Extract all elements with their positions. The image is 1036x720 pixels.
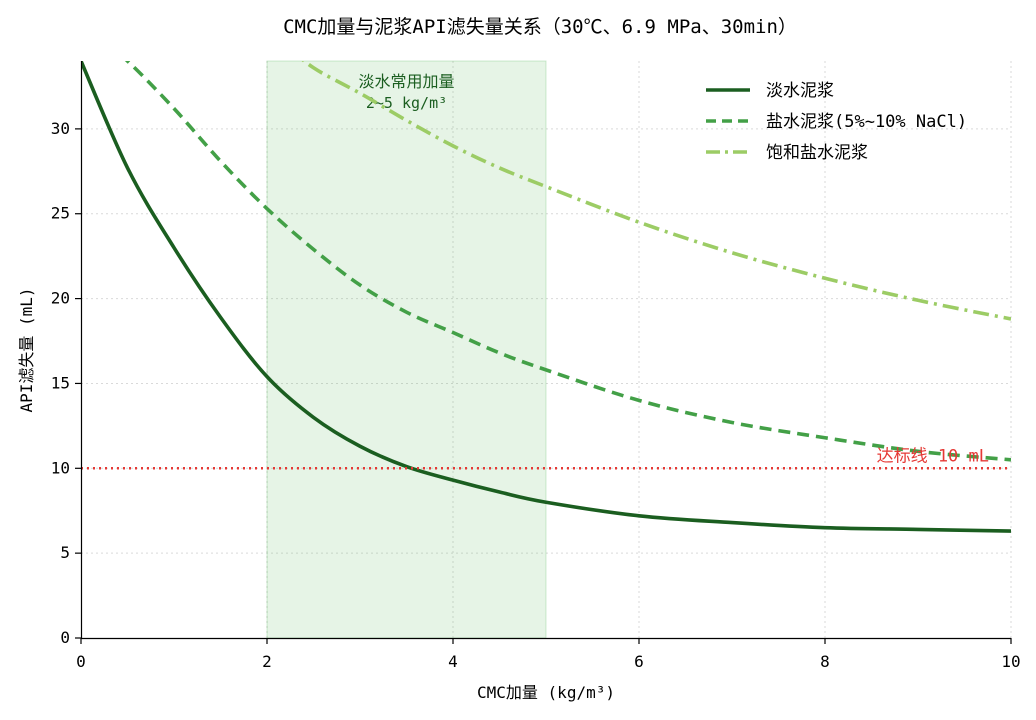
- series-line-2: [124, 61, 1011, 462]
- y-tick-label: 5: [60, 543, 70, 562]
- x-tick-label: 8: [820, 652, 830, 671]
- recommended-range-value: 2~5 kg/m³: [366, 94, 447, 112]
- x-tick-label: 4: [448, 652, 458, 671]
- y-tick-label: 20: [51, 289, 70, 308]
- series-line-3: [301, 61, 1011, 321]
- legend-label-1: 淡水泥浆: [766, 81, 834, 101]
- series-lines: [81, 61, 1011, 533]
- y-axis-label: API滤失量 (mL): [17, 287, 36, 412]
- y-tick-label: 0: [60, 628, 70, 647]
- x-tick-label: 10: [1001, 652, 1020, 671]
- x-tick-label: 6: [634, 652, 644, 671]
- chart-title: CMC加量与泥浆API滤失量关系（30℃、6.9 MPa、30min）: [283, 16, 797, 38]
- legend-label-2: 盐水泥浆(5%~10% NaCl): [766, 112, 967, 132]
- axis-ticks: 0 2 4 6 8 10 0 5 10 15 20 25 30: [51, 119, 1021, 671]
- x-tick-label: 0: [76, 652, 86, 671]
- recommended-range-label: 淡水常用加量: [358, 72, 454, 91]
- legend-label-3: 饱和盐水泥浆: [766, 143, 868, 163]
- series-line-1: [81, 61, 1011, 533]
- reference-line-label: 达标线 10 mL: [877, 446, 989, 466]
- x-tick-label: 2: [262, 652, 272, 671]
- y-tick-label: 30: [51, 119, 70, 138]
- y-tick-label: 10: [51, 458, 70, 477]
- y-tick-label: 25: [51, 204, 70, 223]
- x-axis-label: CMC加量 (kg/m³): [477, 683, 615, 702]
- recommended-range-band: [266, 60, 547, 639]
- y-tick-label: 15: [51, 373, 70, 392]
